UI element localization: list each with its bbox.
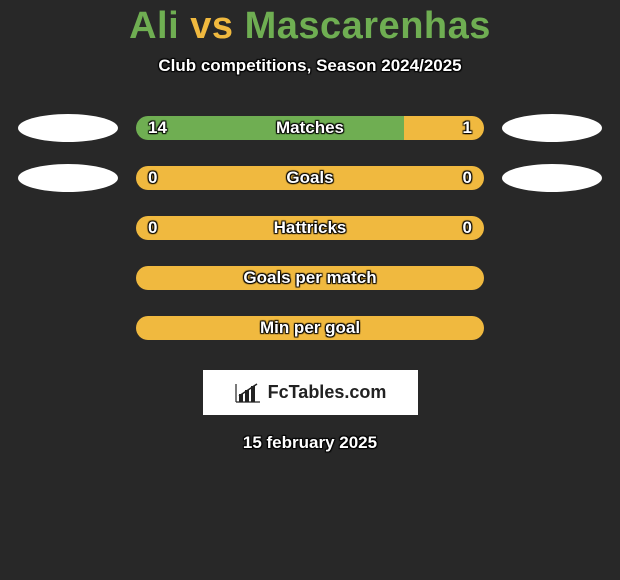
bars-icon <box>234 382 262 404</box>
subtitle: Club competitions, Season 2024/2025 <box>0 56 620 76</box>
stat-bar: Goals per match <box>136 266 484 290</box>
stat-label: Goals per match <box>136 266 484 290</box>
page-title: Ali vs Mascarenhas <box>0 5 620 48</box>
date-text: 15 february 2025 <box>0 433 620 453</box>
stat-value-right: 1 <box>451 116 484 140</box>
stat-row: Matches14 1 <box>0 114 620 142</box>
stat-label: Hattricks <box>136 216 484 240</box>
stat-value-right: 0 <box>451 166 484 190</box>
stat-value-left: 0 <box>136 166 169 190</box>
stat-bar: Goals0 0 <box>136 166 484 190</box>
content: Ali vs Mascarenhas Club competitions, Se… <box>0 0 620 580</box>
title-player2: Mascarenhas <box>245 5 491 47</box>
stat-row: Min per goal <box>0 314 620 342</box>
stat-rows: Matches141Goals00Hattricks00Goals per ma… <box>0 114 620 342</box>
ellipse-right <box>502 164 602 192</box>
ellipse-right <box>502 114 602 142</box>
stat-label: Goals <box>136 166 484 190</box>
ellipse-left <box>18 114 118 142</box>
stat-bar: Matches14 1 <box>136 116 484 140</box>
logo-box: FcTables.com <box>203 370 418 415</box>
stat-row: Goals per match <box>0 264 620 292</box>
ellipse-left <box>18 164 118 192</box>
ellipse-spacer <box>18 264 118 292</box>
stat-value-left: 0 <box>136 216 169 240</box>
ellipse-spacer <box>18 214 118 242</box>
logo-text: FcTables.com <box>268 382 387 403</box>
ellipse-spacer <box>502 264 602 292</box>
ellipse-spacer <box>18 314 118 342</box>
title-vs: vs <box>190 5 233 47</box>
stat-value-left: 14 <box>136 116 179 140</box>
stat-value-right: 0 <box>451 216 484 240</box>
title-player1: Ali <box>129 5 179 47</box>
stat-label: Min per goal <box>136 316 484 340</box>
ellipse-spacer <box>502 214 602 242</box>
stat-bar: Min per goal <box>136 316 484 340</box>
stat-bar: Hattricks0 0 <box>136 216 484 240</box>
stat-label: Matches <box>136 116 484 140</box>
ellipse-spacer <box>502 314 602 342</box>
stat-row: Goals0 0 <box>0 164 620 192</box>
stat-row: Hattricks0 0 <box>0 214 620 242</box>
